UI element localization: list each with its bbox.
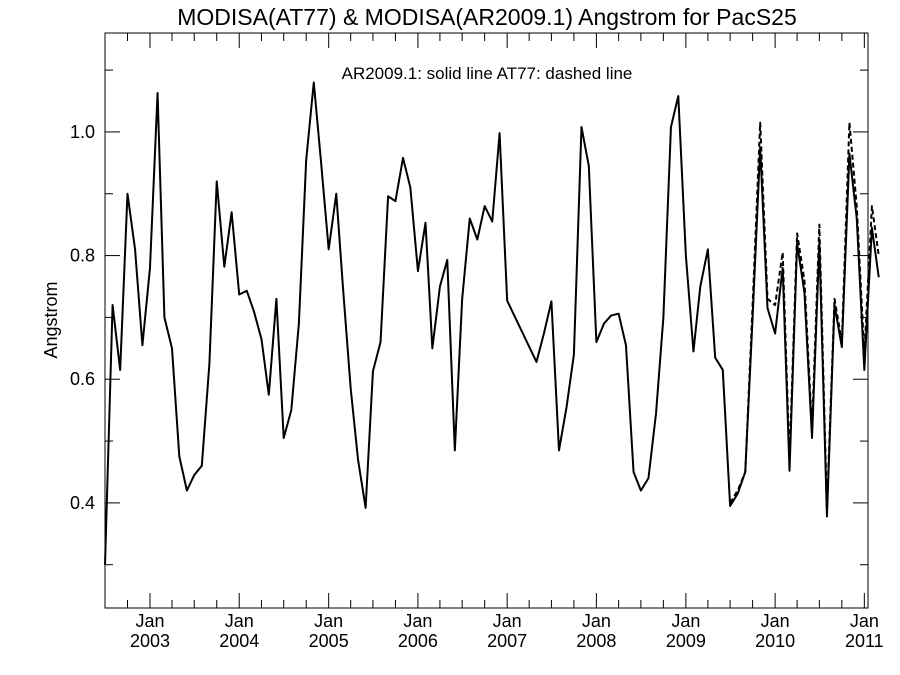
x-tick-month-label: Jan — [225, 611, 254, 631]
x-tick-year-label: 2011 — [845, 631, 884, 651]
x-tick-month-label: Jan — [314, 611, 343, 631]
y-axis-label: Angstrom — [41, 281, 61, 358]
x-tick-month-label: Jan — [761, 611, 790, 631]
series-line-ar2009-1 — [104, 81, 880, 565]
legend-annotation: AR2009.1: solid line AT77: dashed line — [342, 64, 633, 83]
x-tick-month-label: Jan — [582, 611, 611, 631]
x-tick-year-label: 2008 — [576, 631, 616, 651]
y-axis: 0.4 0.6 0.8 1.0 — [70, 69, 868, 566]
x-axis: Jan2003Jan2004Jan2005Jan2006Jan2007Jan20… — [104, 33, 884, 651]
x-tick-month-label: Jan — [671, 611, 700, 631]
x-tick-year-label: 2009 — [666, 631, 706, 651]
x-tick-year-label: 2005 — [309, 631, 349, 651]
x-tick-year-label: 2007 — [487, 631, 527, 651]
x-tick-month-label: Jan — [493, 611, 522, 631]
x-tick-year-label: 2004 — [219, 631, 259, 651]
chart-title: MODISA(AT77) & MODISA(AR2009.1) Angstrom… — [177, 4, 797, 30]
series-line-at77 — [729, 121, 880, 511]
y-tick-label: 0.8 — [70, 246, 95, 266]
x-tick-year-label: 2003 — [130, 631, 170, 651]
plot-frame — [104, 32, 869, 609]
y-tick-label: 1.0 — [70, 122, 95, 142]
x-tick-year-label: 2006 — [398, 631, 438, 651]
x-tick-month-label: Jan — [403, 611, 432, 631]
series-layer — [104, 81, 880, 565]
x-tick-month-label: Jan — [850, 611, 879, 631]
x-tick-year-label: 2010 — [755, 631, 795, 651]
y-tick-label: 0.4 — [70, 493, 95, 513]
y-tick-label: 0.6 — [70, 369, 95, 389]
x-tick-month-label: Jan — [135, 611, 164, 631]
